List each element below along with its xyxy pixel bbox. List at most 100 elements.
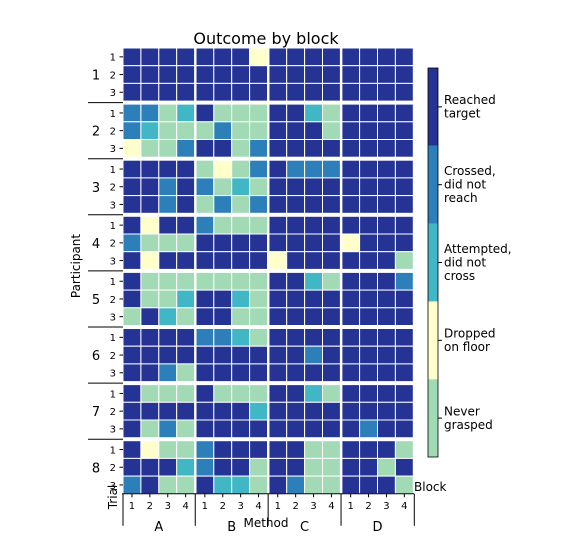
participant-label: 8 bbox=[92, 461, 100, 476]
heatmap-cell bbox=[140, 384, 160, 403]
heatmap-cell bbox=[122, 271, 142, 291]
heatmap-cell bbox=[304, 363, 324, 383]
heatmap-cell bbox=[140, 233, 160, 253]
heatmap-cell bbox=[341, 475, 361, 495]
heatmap-cell bbox=[304, 251, 324, 270]
heatmap-cell bbox=[195, 177, 215, 197]
heatmap-cell bbox=[286, 121, 306, 141]
heatmap-cell bbox=[268, 82, 288, 102]
heatmap-cell bbox=[341, 82, 361, 102]
heatmap-cell bbox=[359, 195, 379, 214]
heatmap-cell bbox=[341, 215, 361, 235]
heatmap-cell bbox=[122, 65, 142, 84]
heatmap-cell bbox=[394, 401, 414, 421]
heatmap-cell bbox=[176, 139, 196, 158]
participant-label: 5 bbox=[92, 293, 100, 308]
heatmap-cell bbox=[359, 384, 379, 403]
heatmap-cell bbox=[213, 328, 233, 347]
heatmap-cell bbox=[213, 159, 233, 179]
legend-label: Crossed, did not reach bbox=[444, 164, 496, 205]
heatmap-cell bbox=[377, 419, 396, 439]
heatmap-cell bbox=[359, 177, 379, 197]
heatmap-cell bbox=[286, 271, 306, 291]
heatmap-cell bbox=[304, 328, 324, 347]
block-tick-label: 3 bbox=[383, 501, 389, 512]
heatmap-cell bbox=[304, 195, 324, 214]
heatmap-cell bbox=[322, 103, 341, 123]
heatmap-cell bbox=[341, 307, 361, 326]
heatmap-cell bbox=[394, 215, 414, 235]
heatmap-cell bbox=[249, 215, 269, 235]
heatmap-cell bbox=[322, 251, 341, 270]
heatmap-cell bbox=[195, 307, 215, 326]
heatmap-cell bbox=[213, 363, 233, 383]
heatmap-cell bbox=[195, 159, 215, 179]
heatmap-cell bbox=[268, 457, 288, 477]
heatmap-cell bbox=[341, 251, 361, 270]
heatmap-cell bbox=[140, 139, 160, 158]
heatmap-cell bbox=[394, 195, 414, 214]
heatmap-cell bbox=[176, 177, 196, 197]
heatmap-cell bbox=[195, 457, 215, 477]
heatmap-cell bbox=[195, 419, 215, 439]
heatmap-cell bbox=[158, 233, 178, 253]
heatmap-cell bbox=[394, 233, 414, 253]
trial-tick-label: 3 bbox=[110, 481, 116, 492]
heatmap-cell bbox=[304, 401, 324, 421]
heatmap-cell bbox=[377, 215, 396, 235]
heatmap-cell bbox=[341, 271, 361, 291]
block-tick-label: 4 bbox=[328, 501, 334, 512]
heatmap-cell bbox=[286, 328, 306, 347]
heatmap-cell bbox=[394, 121, 414, 141]
heatmap-cell bbox=[140, 419, 160, 439]
heatmap-cell bbox=[377, 251, 396, 270]
heatmap-cell bbox=[249, 159, 269, 179]
heatmap-cell bbox=[176, 195, 196, 214]
heatmap-cell bbox=[249, 384, 269, 403]
trial-tick-label: 1 bbox=[110, 277, 116, 288]
block-tick-label: 4 bbox=[182, 501, 188, 512]
heatmap-cell bbox=[304, 177, 324, 197]
heatmap-cell bbox=[195, 82, 215, 102]
heatmap-cell bbox=[231, 440, 251, 459]
heatmap-cell bbox=[213, 307, 233, 326]
trial-tick-label: 1 bbox=[110, 53, 116, 64]
heatmap-cell bbox=[268, 419, 288, 439]
heatmap-cell bbox=[213, 65, 233, 84]
heatmap-cell bbox=[359, 103, 379, 123]
heatmap-cell bbox=[176, 440, 196, 459]
heatmap-cell bbox=[158, 328, 178, 347]
heatmap-cell bbox=[249, 419, 269, 439]
heatmap-cell bbox=[122, 139, 142, 158]
heatmap-cell bbox=[158, 457, 178, 477]
heatmap-cell bbox=[140, 47, 160, 67]
heatmap-cell bbox=[158, 82, 178, 102]
heatmap-cell bbox=[359, 139, 379, 158]
heatmap-cell bbox=[268, 121, 288, 141]
heatmap-cell bbox=[268, 139, 288, 158]
heatmap-cell bbox=[231, 195, 251, 214]
heatmap-cell bbox=[158, 363, 178, 383]
heatmap-cell bbox=[394, 103, 414, 123]
heatmap-cell bbox=[140, 363, 160, 383]
heatmap-cell bbox=[231, 289, 251, 309]
heatmap-cell bbox=[322, 363, 341, 383]
heatmap-cell bbox=[213, 233, 233, 253]
heatmap-cell bbox=[122, 401, 142, 421]
heatmap-cell bbox=[231, 401, 251, 421]
heatmap-cell bbox=[176, 271, 196, 291]
heatmap-cell bbox=[231, 457, 251, 477]
heatmap-cell bbox=[322, 82, 341, 102]
heatmap-cell bbox=[377, 271, 396, 291]
heatmap-cell bbox=[158, 139, 178, 158]
heatmap-cell bbox=[122, 159, 142, 179]
heatmap-cell bbox=[195, 328, 215, 347]
trial-tick-label: 2 bbox=[110, 183, 116, 194]
heatmap-cell bbox=[231, 103, 251, 123]
legend-label: Reached target bbox=[444, 93, 496, 121]
heatmap-cell bbox=[341, 457, 361, 477]
heatmap-cell bbox=[304, 159, 324, 179]
heatmap-cell bbox=[195, 345, 215, 365]
heatmap-cell bbox=[286, 440, 306, 459]
heatmap-cell bbox=[176, 65, 196, 84]
